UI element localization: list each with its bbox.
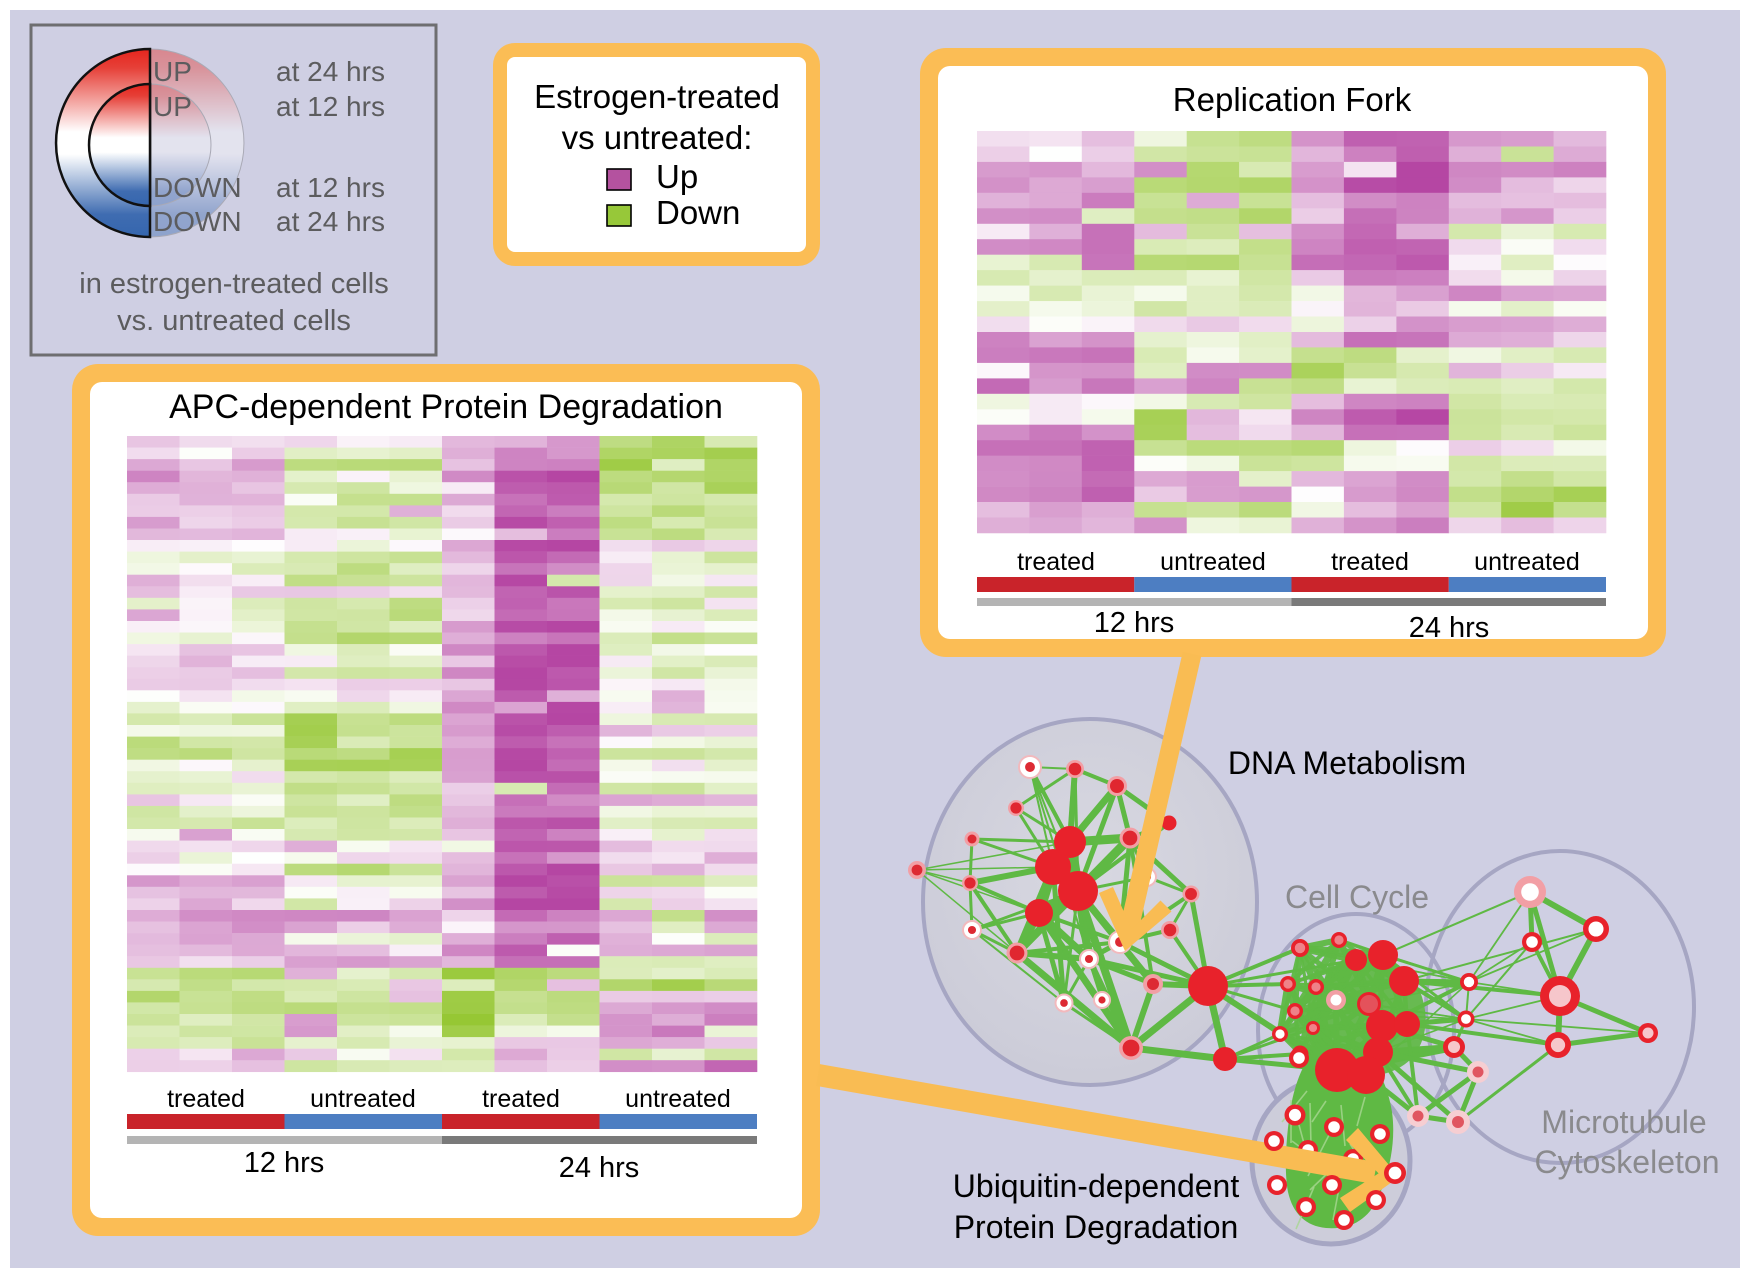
svg-text:Down: Down [656,194,740,231]
svg-text:Up: Up [656,158,698,195]
svg-text:treated: treated [1331,548,1409,576]
svg-text:APC-dependent Protein Degradat: APC-dependent Protein Degradation [169,388,723,426]
svg-text:Cell Cycle: Cell Cycle [1285,879,1429,915]
svg-text:UP: UP [153,91,192,122]
svg-text:DOWN: DOWN [153,172,242,203]
svg-text:at 12 hrs: at 12 hrs [276,91,385,122]
svg-text:vs untreated:: vs untreated: [562,119,753,156]
svg-text:12 hrs: 12 hrs [244,1147,325,1179]
svg-text:at 12 hrs: at 12 hrs [276,172,385,203]
svg-text:in estrogen-treated cells: in estrogen-treated cells [79,268,389,300]
svg-text:24 hrs: 24 hrs [1409,612,1490,644]
svg-text:12 hrs: 12 hrs [1094,607,1175,639]
svg-text:untreated: untreated [1474,548,1580,576]
svg-text:Ubiquitin-dependent: Ubiquitin-dependent [953,1168,1240,1204]
svg-text:24 hrs: 24 hrs [559,1152,640,1184]
svg-text:treated: treated [167,1085,245,1113]
svg-text:Microtubule: Microtubule [1541,1104,1706,1140]
svg-text:Cytoskeleton: Cytoskeleton [1535,1144,1720,1180]
svg-text:treated: treated [482,1085,560,1113]
svg-text:untreated: untreated [625,1085,731,1113]
svg-text:untreated: untreated [310,1085,416,1113]
svg-text:Replication Fork: Replication Fork [1173,81,1412,118]
svg-text:UP: UP [153,56,192,87]
svg-text:Protein Degradation: Protein Degradation [954,1209,1239,1245]
svg-text:DOWN: DOWN [153,206,242,237]
svg-text:at 24 hrs: at 24 hrs [276,206,385,237]
svg-text:vs. untreated cells: vs. untreated cells [117,305,351,337]
svg-text:untreated: untreated [1160,548,1266,576]
svg-text:at 24 hrs: at 24 hrs [276,56,385,87]
svg-text:Estrogen-treated: Estrogen-treated [534,78,780,115]
svg-text:treated: treated [1017,548,1095,576]
svg-text:DNA Metabolism: DNA Metabolism [1228,745,1466,781]
